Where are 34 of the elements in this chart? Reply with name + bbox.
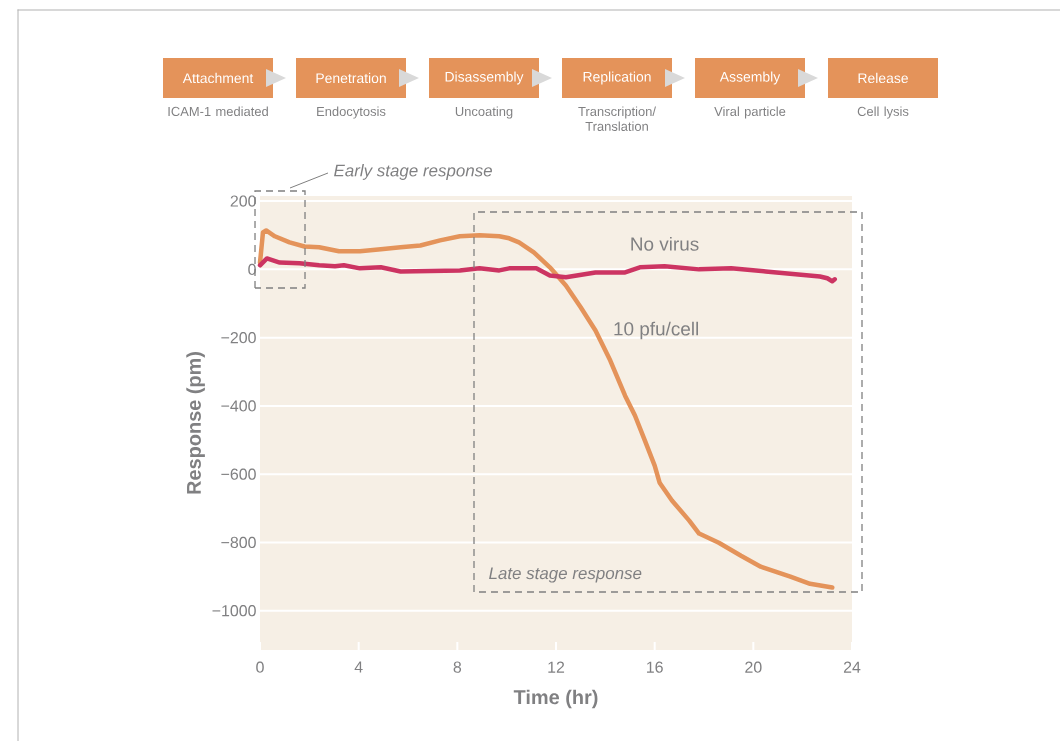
x-tick-label: 8 xyxy=(453,661,462,673)
text: Release xyxy=(858,72,908,84)
y-tick-label: −400 xyxy=(221,400,256,412)
text: Viral particle xyxy=(714,106,786,119)
y-axis-title: Response (pm) xyxy=(186,352,205,494)
text: Endocytosis xyxy=(317,106,386,119)
text: Cell lysis xyxy=(857,106,909,119)
text: Replication xyxy=(583,71,651,85)
x-tick-label: 4 xyxy=(354,661,363,673)
text: Early stage response xyxy=(334,164,492,180)
annotation: Late stage response xyxy=(489,567,642,583)
text: Assembly xyxy=(719,71,781,85)
text: Penetration xyxy=(316,72,386,84)
series-label: No virus xyxy=(631,236,699,251)
text: ICAM-1 mediated xyxy=(168,106,268,117)
series-label: 10 pfu/cell xyxy=(614,321,698,340)
y-tick-label: −200 xyxy=(221,332,256,344)
y-tick-label: −1000 xyxy=(212,605,256,617)
text: Disassembly xyxy=(445,71,524,85)
x-tick-label: 20 xyxy=(745,661,762,673)
x-tick-label: 12 xyxy=(548,661,565,673)
text: Attachment xyxy=(182,72,254,84)
x-tick-label: 16 xyxy=(647,661,663,673)
x-axis-title: Time (hr) xyxy=(513,689,598,709)
y-tick-label: 0 xyxy=(248,263,256,276)
y-tick-label: −800 xyxy=(221,536,256,549)
line-series xyxy=(257,256,837,284)
y-tick-label: −600 xyxy=(221,468,256,480)
text: Uncoating xyxy=(455,106,513,119)
x-tick-label: 24 xyxy=(843,661,861,673)
text: Transcription/ Translation xyxy=(578,106,656,131)
y-tick-label: 200 xyxy=(230,195,256,207)
line-series xyxy=(257,228,835,590)
x-tick-label: 0 xyxy=(256,661,264,673)
